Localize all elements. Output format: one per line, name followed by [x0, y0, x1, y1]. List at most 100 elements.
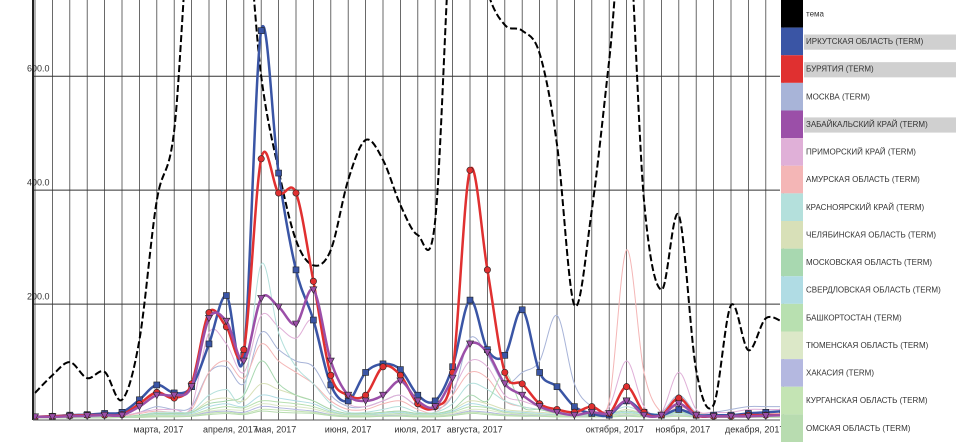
legend-swatch	[781, 248, 803, 277]
marker	[518, 380, 526, 388]
marker	[344, 391, 353, 400]
legend-swatch	[781, 386, 803, 415]
marker	[465, 340, 475, 349]
legend-label: БАШКОРТОСТАН (TERM)	[806, 313, 902, 322]
legend-swatch	[781, 165, 803, 194]
legend-swatch	[781, 82, 803, 111]
legend-swatch	[781, 303, 803, 332]
marker	[536, 369, 543, 376]
marker	[153, 381, 161, 389]
marker	[48, 413, 57, 420]
marker	[275, 189, 283, 197]
series-line	[35, 249, 780, 418]
marker	[571, 403, 578, 410]
marker	[553, 383, 561, 390]
marker	[761, 412, 770, 420]
marker	[587, 409, 596, 417]
x-tick-label: декабря, 2017	[725, 424, 784, 434]
marker	[274, 303, 283, 312]
y-tick-label: 200.0	[27, 291, 50, 301]
marker	[292, 189, 300, 197]
marker	[535, 403, 544, 411]
marker	[223, 292, 230, 299]
marker	[327, 371, 335, 379]
marker	[396, 377, 405, 386]
legend-swatch	[781, 276, 803, 304]
legend-label: ЗАБАЙКАЛЬСКИЙ КРАЙ (TERM)	[806, 120, 928, 129]
marker	[309, 286, 318, 294]
marker	[709, 412, 718, 420]
marker	[205, 340, 213, 348]
x-tick-label: марта, 2017	[133, 424, 183, 434]
legend: тема ИРКУТСКАЯ ОБЛАСТЬ (TERM) БУРЯТИЯ (TER…	[781, 0, 956, 442]
marker	[501, 368, 509, 376]
legend-label: ЧЕЛЯБИНСКАЯ ОБЛАСТЬ (TERM)	[806, 230, 936, 239]
marker	[204, 315, 214, 323]
marker	[466, 166, 474, 174]
marker	[570, 411, 579, 420]
legend-swatch	[781, 138, 803, 166]
legend-label: ПРИМОРСКИЙ КРАЙ (TERM)	[806, 148, 916, 157]
marker	[291, 320, 301, 329]
marker	[518, 306, 526, 314]
marker	[362, 391, 370, 399]
marker	[692, 411, 701, 420]
legend-label: СВЕРДЛОВСКАЯ ОБЛАСТЬ (TERM)	[806, 286, 941, 295]
x-tick-label: августа, 2017	[447, 424, 503, 434]
marker	[413, 397, 422, 406]
marker	[275, 169, 282, 177]
marker	[379, 363, 387, 371]
marker	[310, 316, 317, 324]
legend-swatch	[781, 221, 803, 249]
legend-swatch	[781, 0, 803, 28]
marker	[431, 403, 440, 411]
marker	[744, 412, 753, 420]
y-tick-label: 400.0	[27, 178, 50, 188]
legend-swatch	[781, 193, 803, 221]
series-line	[34, 288, 780, 419]
marker	[100, 411, 109, 420]
marker	[257, 27, 265, 34]
legend-swatch	[781, 55, 803, 83]
marker	[83, 412, 92, 420]
legend-swatch	[781, 414, 803, 442]
x-tick-label: ноября, 2017	[655, 424, 710, 434]
legend-label: ИРКУТСКАЯ ОБЛАСТЬ (TERM)	[806, 37, 924, 46]
marker	[518, 391, 527, 400]
x-tick-label: июня, 2017	[325, 424, 372, 434]
legend-highlight	[804, 62, 956, 78]
marker	[396, 371, 404, 379]
series-line	[35, 262, 780, 418]
legend-label: тема	[806, 9, 825, 18]
series-line	[34, 25, 780, 419]
y-tick-label: 600.0	[27, 64, 50, 74]
marker	[552, 409, 562, 417]
legend-label: ХАКАСИЯ (TERM)	[806, 369, 874, 378]
marker	[240, 346, 248, 354]
marker	[779, 411, 780, 414]
legend-swatch	[781, 110, 803, 139]
x-tick-label: октября, 2017	[586, 424, 644, 434]
legend-label: КРАСНОЯРСКИЙ КРАЙ (TERM)	[806, 203, 925, 212]
legend-swatch	[781, 359, 803, 387]
legend-highlight	[804, 34, 956, 50]
marker	[361, 397, 370, 406]
marker	[170, 391, 179, 400]
marker	[362, 369, 369, 376]
legend-label: БУРЯТИЯ (TERM)	[806, 65, 874, 74]
marker	[257, 295, 266, 303]
legend-label: АМУРСКАЯ ОБЛАСТЬ (TERM)	[806, 175, 920, 184]
marker	[309, 277, 317, 285]
legend-swatch	[781, 27, 803, 56]
marker	[501, 352, 509, 359]
marker	[500, 380, 509, 388]
marker	[239, 357, 248, 366]
series-line	[34, 0, 780, 410]
marker	[657, 411, 666, 420]
legend-label: МОСКОВСКАЯ ОБЛАСТЬ (TERM)	[806, 258, 932, 267]
marker	[152, 391, 161, 400]
marker	[117, 411, 127, 420]
legend-label: ОМСКАЯ ОБЛАСТЬ (TERM)	[806, 424, 911, 433]
marker	[187, 383, 196, 391]
